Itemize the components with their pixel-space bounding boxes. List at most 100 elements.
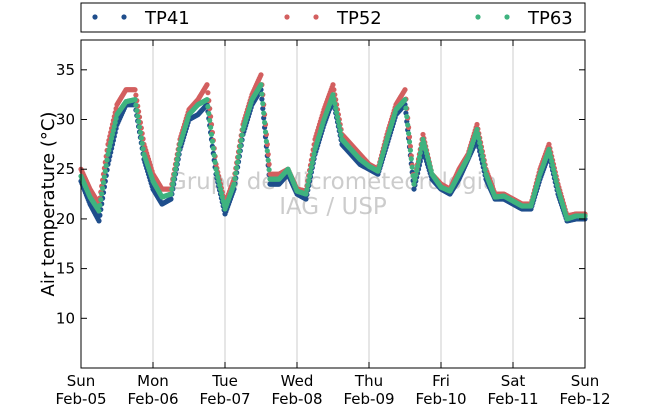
data-point-fill	[134, 107, 140, 114]
data-point-fill	[104, 157, 110, 163]
series-TP63	[78, 82, 588, 222]
data-point-fill	[550, 166, 557, 172]
data-point-fill	[336, 123, 342, 129]
data-point-fill	[136, 118, 142, 125]
data-point-fill	[552, 174, 558, 180]
data-point-fill	[262, 129, 269, 135]
data-point-fill	[480, 158, 486, 164]
data-point-fill	[405, 122, 411, 128]
data-point	[132, 97, 138, 103]
data-point-fill	[106, 147, 112, 153]
data-point-fill	[99, 191, 105, 197]
data-point-fill	[239, 132, 245, 138]
data-point-fill	[307, 169, 314, 175]
data-point	[105, 151, 111, 157]
data-point-fill	[102, 168, 108, 174]
data-point-fill	[409, 164, 415, 170]
data-point-fill	[481, 162, 487, 168]
data-point-fill	[475, 131, 481, 137]
data-point-fill	[207, 117, 213, 124]
data-point-fill	[216, 178, 222, 184]
data-point-fill	[334, 114, 341, 120]
data-points	[78, 72, 588, 224]
data-point-fill	[417, 150, 423, 156]
x-tick-date-label: Feb-08	[271, 390, 322, 408]
data-point	[258, 72, 264, 78]
x-tick-day-label: Sun	[571, 372, 600, 390]
x-axis-ticks: SunFeb-05MonFeb-06TueFeb-07WedFeb-08ThuF…	[55, 40, 611, 408]
data-point-fill	[219, 194, 225, 200]
data-point-fill	[403, 105, 409, 111]
data-point-fill	[218, 190, 224, 196]
data-point-fill	[98, 197, 104, 203]
data-point-fill	[309, 160, 315, 166]
x-tick-day-label: Fri	[432, 372, 450, 390]
data-point-fill	[404, 113, 410, 120]
data-point-fill	[266, 161, 272, 167]
data-point-fill	[415, 159, 422, 165]
data-point-fill	[133, 102, 139, 108]
data-point-fill	[232, 176, 238, 182]
data-point-fill	[133, 92, 139, 98]
data-point-fill	[414, 168, 420, 174]
data-point-fill	[205, 90, 211, 96]
x-tick-day-label: Tue	[211, 372, 238, 390]
data-point-fill	[416, 154, 422, 160]
x-tick-date-label: Feb-10	[415, 390, 466, 408]
legend-marker	[475, 14, 481, 20]
data-point	[303, 196, 309, 202]
data-point-fill	[334, 109, 340, 116]
data-point-fill	[415, 163, 421, 169]
data-point-fill	[138, 135, 144, 141]
data-point-fill	[238, 137, 244, 143]
data-point-fill	[136, 124, 143, 130]
x-tick-date-label: Feb-12	[559, 390, 610, 408]
data-point	[168, 196, 174, 202]
legend-label: TP41	[144, 8, 190, 29]
data-point	[402, 97, 408, 103]
data-point-fill	[214, 170, 220, 176]
data-point-fill	[306, 178, 312, 184]
legend-label: TP63	[527, 8, 573, 29]
data-point-fill	[100, 185, 106, 191]
legend-marker	[284, 14, 290, 20]
data-point-fill	[173, 161, 179, 167]
data-point	[546, 141, 552, 147]
data-point-fill	[553, 178, 559, 184]
data-point-fill	[547, 150, 553, 156]
x-tick-day-label: Wed	[281, 372, 314, 390]
data-point-fill	[111, 123, 117, 130]
data-point	[402, 87, 408, 93]
data-point-fill	[107, 143, 113, 149]
data-point-fill	[112, 119, 118, 126]
data-point-fill	[235, 159, 241, 165]
watermark-line-2: IAG / USP	[279, 194, 387, 220]
data-point-fill	[478, 149, 485, 155]
x-tick-day-label: Mon	[137, 372, 169, 390]
data-point-fill	[261, 110, 267, 116]
data-point	[330, 92, 336, 98]
data-point-fill	[408, 156, 414, 162]
data-point-fill	[172, 166, 179, 172]
data-point	[204, 82, 210, 88]
data-point	[231, 181, 237, 187]
data-point-fill	[101, 174, 107, 180]
data-point-fill	[476, 135, 482, 141]
data-point-fill	[412, 177, 418, 183]
data-point-fill	[260, 101, 266, 107]
data-point-fill	[335, 118, 341, 125]
data-point-fill	[169, 186, 175, 192]
data-point	[330, 82, 336, 88]
y-tick-label: 30	[56, 111, 75, 129]
data-point-fill	[236, 148, 242, 154]
data-point-fill	[265, 157, 271, 163]
data-point-fill	[307, 173, 313, 179]
data-point-fill	[549, 158, 555, 164]
data-point-fill	[135, 113, 141, 119]
x-tick-date-label: Feb-11	[487, 390, 538, 408]
legend-marker	[313, 14, 319, 20]
data-point-fill	[217, 182, 223, 188]
data-point-fill	[215, 174, 221, 180]
legend-label: TP52	[336, 8, 382, 29]
data-point-fill	[97, 202, 103, 208]
